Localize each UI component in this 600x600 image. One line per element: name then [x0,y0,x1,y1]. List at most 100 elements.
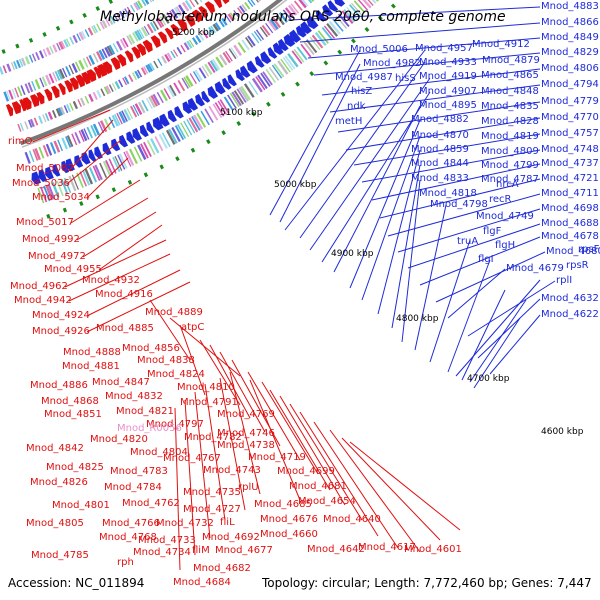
feature-stripe [104,46,111,57]
scale-tick [15,43,20,49]
feature-stripe [51,182,60,198]
feature-stripe [113,14,119,22]
forward-gene-arrow [61,160,70,174]
red-gene-label: Mnod_4791 [180,397,238,408]
feature-stripe [100,88,106,97]
forward-gene-arrow [207,86,219,99]
red-gene-label: Mnod_4856 [122,343,180,354]
feature-stripe [76,33,82,42]
feature-stripe [137,0,144,9]
forward-gene-arrow [52,164,61,177]
feature-stripe [255,29,265,41]
feature-stripe [180,122,190,138]
forward-gene-arrow [214,81,226,95]
reverse-gene-arrow [44,88,53,102]
feature-stripe [119,10,125,19]
feature-stripe [181,77,189,89]
scale-tick [82,12,87,18]
feature-stripe [149,0,153,3]
feature-stripe [80,129,88,142]
feature-stripe [145,97,153,110]
red-gene-label: Mnod_4886 [30,380,88,391]
blue-gene-label: Mnod_4957 [415,43,473,54]
feature-stripe [198,33,205,41]
red-gene-label: Mnod_4955 [44,264,102,275]
leader-line [349,119,421,289]
reverse-gene-arrow [69,77,79,91]
leader-line [66,139,122,185]
feature-stripe [42,114,47,123]
feature-stripe [217,100,228,115]
leader-line [70,179,141,224]
scale-tick [251,111,257,117]
feature-stripe [2,65,7,74]
feature-stripe [122,37,129,48]
reverse-gene-arrow [131,46,141,59]
feature-stripe [141,0,147,7]
feature-stripe [141,99,149,112]
scale-tick [337,49,343,55]
feature-stripe [237,41,247,53]
red-gene-label: Mnod_4825 [46,462,104,473]
feature-stripe [162,14,170,24]
leader-line [194,391,211,539]
feature-stripe [52,72,58,82]
red-gene-label: Mnod_5017 [16,217,74,228]
feature-stripe [71,174,79,190]
feature-stripe [3,91,10,102]
forward-gene-arrow [283,33,296,47]
feature-stripe [88,167,98,183]
reverse-gene-arrow [170,23,180,37]
feature-stripe [140,26,149,37]
leader-line [279,63,361,223]
forward-gene-arrow [152,116,164,131]
feature-stripe [124,8,130,16]
red-gene-label: Mnod_4942 [14,295,72,306]
feature-stripe [251,77,263,93]
blue-gene-label: Mnod_4798 [430,199,488,210]
red-gene-label: Mnod_4851 [44,409,102,420]
blue-gene-label: Mnod_4799 [481,160,539,171]
feature-stripe [108,44,116,55]
red-gene-label: Mnod_5036 [12,178,70,189]
feature-stripe [228,48,237,60]
feature-stripe [204,63,213,76]
blue-gene-label: Mnod_4866 [541,17,599,28]
reverse-gene-arrow [177,19,188,32]
feature-stripe [257,74,268,89]
leader-line [419,236,541,286]
genome-backbone [19,0,283,146]
feature-stripe [273,63,285,78]
blue-gene-label: Mnod_4787 [481,174,539,185]
feature-stripe [290,3,300,14]
feature-stripe [108,84,114,93]
feature-stripe [65,136,72,148]
scale-tick [364,27,370,33]
blue-gene-label: Mnod_4895 [419,100,477,111]
leader-line [329,84,541,113]
leader-line [469,299,527,383]
blue-gene-label: Mnod_4794 [541,79,599,90]
red-gene-label: Mnod_4733 [138,535,196,546]
reverse-gene-arrow [64,79,73,93]
leader-line [397,208,541,253]
feature-stripe [72,34,78,44]
feature-stripe [99,120,108,133]
feature-stripe [111,82,117,91]
scale-tick [42,32,47,37]
reverse-gene-arrow [191,9,203,23]
leader-line [209,344,251,419]
blue-gene-label: Mnod_4833 [411,173,469,184]
feature-stripe [199,0,203,3]
feature-stripe [176,6,183,16]
forward-gene-arrow [322,4,334,17]
blue-gene-label: flgH [495,240,516,251]
feature-stripe [110,15,116,24]
scale-tick [206,139,211,145]
feature-stripe [103,86,109,95]
feature-stripe [90,124,97,137]
feature-stripe [121,9,128,18]
feature-stripe [32,149,39,161]
feature-stripe [80,97,86,106]
feature-stripe [230,47,239,58]
